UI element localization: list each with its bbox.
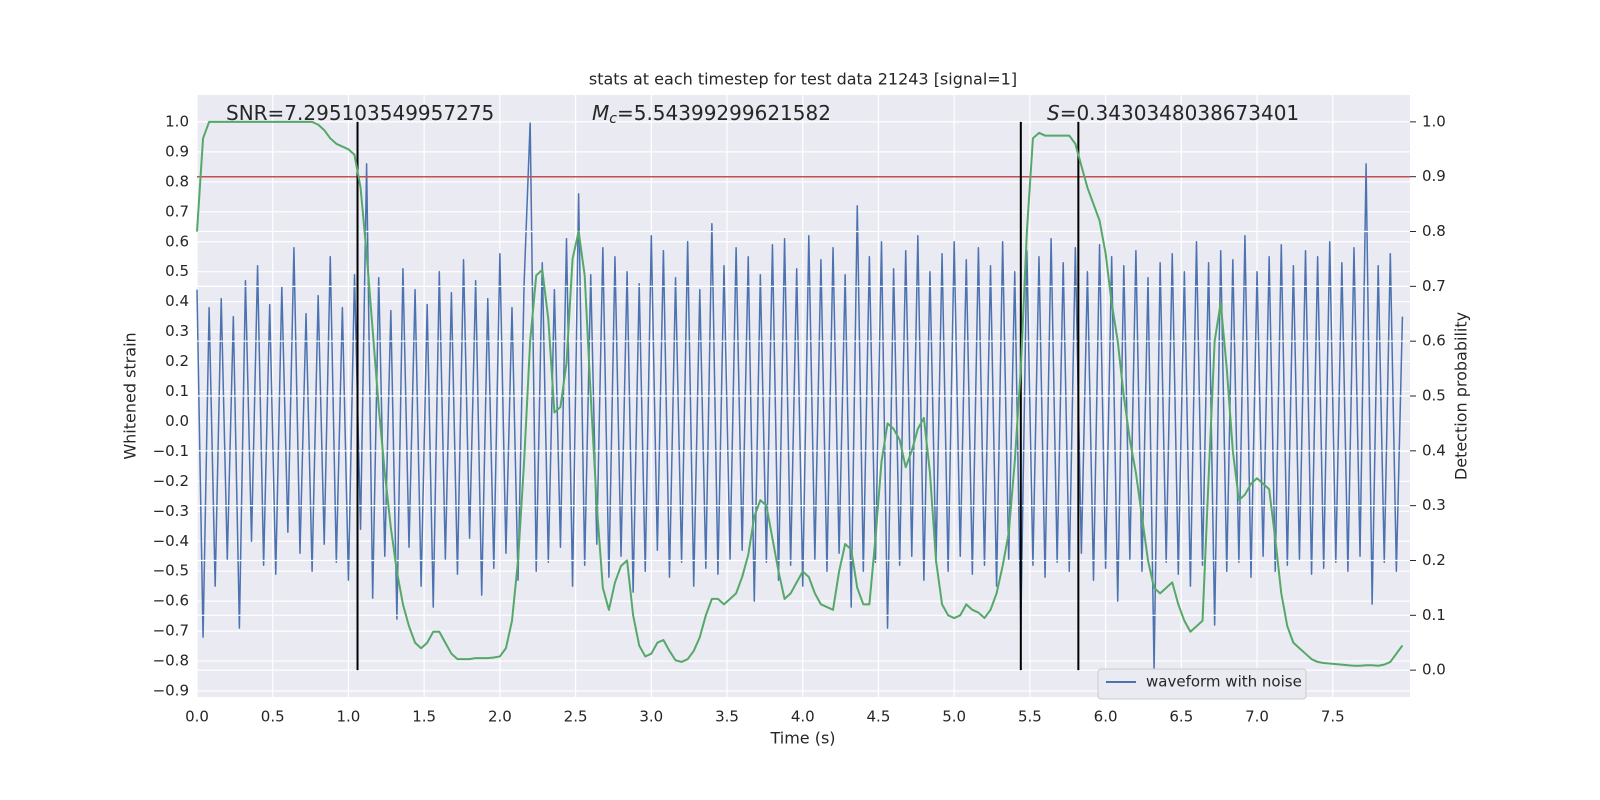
y2-tick-label: 0.3 (1422, 496, 1446, 514)
y2-tick-label: 0.8 (1422, 222, 1446, 240)
y2-tick-label: 0.9 (1422, 167, 1446, 185)
y-tick-label: −0.7 (153, 622, 189, 640)
data-line (196, 120, 1404, 667)
y2-tick-label: 0.4 (1422, 441, 1446, 459)
x-tick-label: 0.0 (185, 708, 209, 726)
y-tick-label: −0.9 (153, 682, 189, 700)
x-tick-label: 5.0 (942, 708, 966, 726)
y-tick-label: 0.1 (165, 382, 189, 400)
annotation: SNR=7.295103549957275 (226, 101, 494, 125)
annotation: S=0.3430348038673401 (1047, 101, 1299, 125)
y-tick-label: 0.9 (165, 142, 189, 160)
legend-box (1097, 668, 1307, 700)
x-tick-label: 6.5 (1169, 708, 1193, 726)
x-tick-label: 3.5 (715, 708, 739, 726)
y-tick-label: 0.0 (165, 412, 189, 430)
y2-tick-label: 0.0 (1422, 661, 1446, 679)
legend-label: waveform with noise (1146, 673, 1302, 691)
x-tick-label: 6.0 (1094, 708, 1118, 726)
y-tick-label: 0.7 (165, 202, 189, 220)
annotation-text: SNR=7.295103549957275 (226, 101, 494, 125)
annotation-subscript: c (609, 111, 617, 127)
y-tick-label: 0.6 (165, 232, 189, 250)
y-tick-label: −0.4 (153, 532, 189, 550)
y-axis-label: Whitened strain (121, 332, 140, 459)
x-tick-label: 4.5 (867, 708, 891, 726)
x-tick-label: 7.0 (1245, 708, 1269, 726)
annotation-text: =0.3430348038673401 (1060, 101, 1299, 125)
chart-title: stats at each timestep for test data 212… (589, 70, 1017, 89)
y-tick-label: −0.5 (153, 562, 189, 580)
y-tick-label: 0.2 (165, 352, 189, 370)
y2-tick-label: 1.0 (1422, 112, 1446, 130)
x-tick-label: 3.0 (639, 708, 663, 726)
y-tick-label: 0.5 (165, 262, 189, 280)
x-tick-label: 0.5 (261, 708, 285, 726)
annotation-symbol: M (592, 101, 609, 125)
y-tick-label: −0.8 (153, 652, 189, 670)
annotation-text: =5.54399299621582 (617, 101, 831, 125)
y2-axis-label: Detection probability (1452, 312, 1471, 480)
y-tick-label: 1.0 (165, 112, 189, 130)
x-tick-label: 2.0 (488, 708, 512, 726)
x-axis-label: Time (s) (769, 729, 835, 748)
x-tick-label: 5.5 (1018, 708, 1042, 726)
x-tick-label: 4.0 (791, 708, 815, 726)
x-tick-label: 1.0 (337, 708, 361, 726)
y-tick-label: 0.4 (165, 292, 189, 310)
y2-tick-label: 0.7 (1422, 277, 1446, 295)
y-tick-label: −0.2 (153, 472, 189, 490)
annotation: Mc=5.54399299621582 (592, 101, 831, 128)
y-tick-label: 0.8 (165, 172, 189, 190)
y2-tick-label: 0.5 (1422, 387, 1446, 405)
y2-tick-label: 0.6 (1422, 332, 1446, 350)
y-tick-label: −0.6 (153, 592, 189, 610)
y2-tick-label: 0.1 (1422, 606, 1446, 624)
y2-tick-label: 0.2 (1422, 551, 1446, 569)
x-tick-label: 1.5 (412, 708, 436, 726)
annotation-symbol: S (1047, 101, 1060, 125)
x-tick-label: 7.5 (1321, 708, 1345, 726)
x-tick-label: 2.5 (564, 708, 588, 726)
y-tick-label: 0.3 (165, 322, 189, 340)
y-tick-label: −0.3 (153, 502, 189, 520)
y-tick-label: −0.1 (153, 442, 189, 460)
